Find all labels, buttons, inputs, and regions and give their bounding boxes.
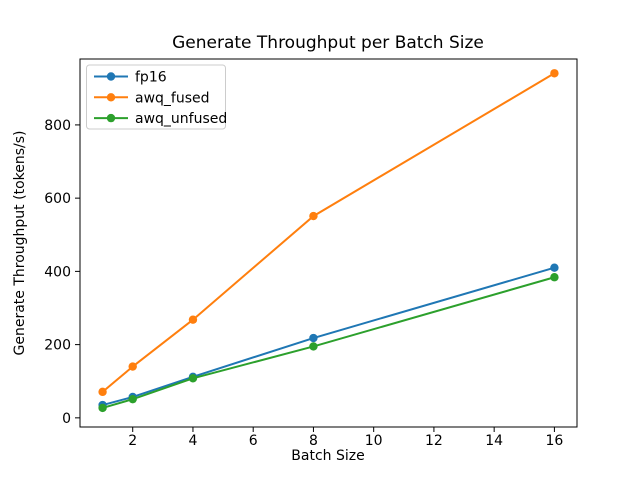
x-tick-label: 16 <box>545 433 563 449</box>
x-tick-label: 4 <box>188 433 197 449</box>
data-point-awq_unfused <box>98 403 107 413</box>
legend-marker <box>106 113 116 123</box>
data-point-awq_fused <box>128 362 137 371</box>
legend-box <box>86 64 226 130</box>
x-axis-label: Batch Size <box>291 448 364 464</box>
x-tick-label: 8 <box>309 433 318 449</box>
x-tick-label: 10 <box>365 433 383 449</box>
legend-marker <box>106 93 116 102</box>
legend-label-awq_fused: awq_fused <box>135 90 210 106</box>
data-point-fp16 <box>550 263 559 272</box>
plot-area: 0 200 400 600 800 2 4 6 8 10 12 14 16 fp16 awq_fusedaw… <box>44 58 578 449</box>
data-point-fp16 <box>309 333 318 343</box>
data-point-awq_fused <box>550 69 559 78</box>
data-point-awq_unfused <box>309 342 318 351</box>
y-tick-label: 400 <box>44 264 71 280</box>
data-point-awq_fused <box>98 387 107 397</box>
data-point-awq_unfused <box>128 394 137 404</box>
y-axis-label: Generate Throughput (tokens/s) <box>12 131 28 356</box>
data-point-awq_fused <box>309 211 318 221</box>
y-tick-label: 200 <box>44 338 71 354</box>
x-tick-label: 14 <box>485 433 503 449</box>
series-line-awq_unfused <box>101 276 556 409</box>
x-tick-label: 2 <box>128 433 137 449</box>
legend-marker <box>106 72 116 81</box>
data-point-awq_unfused <box>550 273 559 282</box>
data-point-awq_fused <box>188 315 198 324</box>
y-tick-label: 0 <box>62 411 71 427</box>
chart-title: Generate Throughput per Batch Size <box>172 33 484 53</box>
data-point-awq_unfused <box>188 374 198 383</box>
axes-frame <box>79 58 578 428</box>
x-tick-label: 12 <box>425 433 443 449</box>
legend-label-fp16: fp16 <box>135 70 167 86</box>
y-tick-label: 800 <box>44 118 71 134</box>
y-tick-label: 600 <box>44 191 71 207</box>
legend-label-awq_unfused: awq_unfused <box>135 111 227 127</box>
x-tick-label: 6 <box>249 433 258 449</box>
